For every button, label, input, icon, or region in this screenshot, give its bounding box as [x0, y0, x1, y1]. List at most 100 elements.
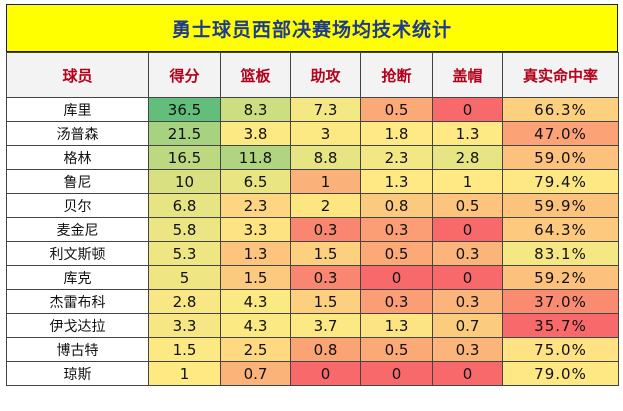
cell-player-name[interactable]: 鲁尼 [6, 169, 149, 194]
cell-blocks[interactable]: 0 [432, 361, 503, 386]
stats-sheet: 勇士球员西部决赛场均技术统计 球员 得分 篮板 助攻 抢断 盖帽 真实命中率 库… [6, 4, 619, 406]
cell-player-name[interactable]: 伊戈达拉 [6, 313, 149, 338]
cell-true-shooting[interactable]: 47.0% [502, 121, 619, 146]
cell-true-shooting[interactable]: 35.7% [502, 313, 619, 338]
cell-blocks[interactable]: 1 [432, 169, 503, 194]
table-row: 贝尔 6.8 2.3 2 0.8 0.5 59.9% [6, 193, 619, 218]
cell-player-name[interactable]: 格林 [6, 145, 149, 170]
cell-steals[interactable]: 0.8 [360, 193, 433, 218]
cell-blocks[interactable]: 0 [432, 265, 503, 290]
cell-rebounds[interactable]: 8.3 [220, 97, 291, 122]
header-player[interactable]: 球员 [6, 52, 149, 98]
cell-points[interactable]: 2.8 [148, 289, 221, 314]
cell-player-name[interactable]: 利文斯顿 [6, 241, 149, 266]
cell-steals[interactable]: 0.3 [360, 217, 433, 242]
cell-true-shooting[interactable]: 59.9% [502, 193, 619, 218]
table-row: 鲁尼 10 6.5 1 1.3 1 79.4% [6, 169, 619, 194]
cell-points[interactable]: 36.5 [148, 97, 221, 122]
cell-assists[interactable]: 0.3 [290, 217, 361, 242]
header-steals[interactable]: 抢断 [360, 52, 433, 98]
sheet-title[interactable]: 勇士球员西部决赛场均技术统计 [6, 4, 618, 52]
cell-player-name[interactable]: 库里 [6, 97, 149, 122]
cell-rebounds[interactable]: 3.3 [220, 217, 291, 242]
cell-rebounds[interactable]: 4.3 [220, 289, 291, 314]
table-body: 库里 36.5 8.3 7.3 0.5 0 66.3% 汤普森 21.5 3.8 3 1.8 1.3 47… [6, 97, 619, 386]
cell-true-shooting[interactable]: 64.3% [502, 217, 619, 242]
cell-blocks[interactable]: 1.3 [432, 121, 503, 146]
table-row: 库里 36.5 8.3 7.3 0.5 0 66.3% [6, 97, 619, 122]
cell-steals[interactable]: 0.5 [360, 97, 433, 122]
cell-rebounds[interactable]: 11.8 [220, 145, 291, 170]
cell-blocks[interactable]: 2.8 [432, 145, 503, 170]
cell-blocks[interactable]: 0.3 [432, 337, 503, 362]
cell-points[interactable]: 5.3 [148, 241, 221, 266]
cell-steals[interactable]: 0 [360, 265, 433, 290]
cell-steals[interactable]: 2.3 [360, 145, 433, 170]
cell-player-name[interactable]: 库克 [6, 265, 149, 290]
cell-steals[interactable]: 1.3 [360, 169, 433, 194]
cell-assists[interactable]: 1.5 [290, 289, 361, 314]
header-points[interactable]: 得分 [148, 52, 221, 98]
cell-steals[interactable]: 1.8 [360, 121, 433, 146]
cell-blocks[interactable]: 0.3 [432, 289, 503, 314]
header-rebounds[interactable]: 篮板 [220, 52, 291, 98]
cell-rebounds[interactable]: 3.8 [220, 121, 291, 146]
cell-rebounds[interactable]: 2.5 [220, 337, 291, 362]
cell-player-name[interactable]: 博古特 [6, 337, 149, 362]
cell-points[interactable]: 1 [148, 361, 221, 386]
cell-blocks[interactable]: 0 [432, 217, 503, 242]
cell-rebounds[interactable]: 6.5 [220, 169, 291, 194]
cell-true-shooting[interactable]: 75.0% [502, 337, 619, 362]
table-row: 汤普森 21.5 3.8 3 1.8 1.3 47.0% [6, 121, 619, 146]
cell-rebounds[interactable]: 0.7 [220, 361, 291, 386]
cell-true-shooting[interactable]: 79.0% [502, 361, 619, 386]
cell-rebounds[interactable]: 1.5 [220, 265, 291, 290]
cell-true-shooting[interactable]: 79.4% [502, 169, 619, 194]
cell-rebounds[interactable]: 2.3 [220, 193, 291, 218]
cell-player-name[interactable]: 麦金尼 [6, 217, 149, 242]
cell-assists[interactable]: 0.8 [290, 337, 361, 362]
cell-true-shooting[interactable]: 59.0% [502, 145, 619, 170]
cell-blocks[interactable]: 0 [432, 97, 503, 122]
header-true-shooting[interactable]: 真实命中率 [502, 52, 619, 98]
cell-assists[interactable]: 3 [290, 121, 361, 146]
cell-blocks[interactable]: 0.3 [432, 241, 503, 266]
cell-true-shooting[interactable]: 37.0% [502, 289, 619, 314]
cell-points[interactable]: 21.5 [148, 121, 221, 146]
cell-points[interactable]: 5 [148, 265, 221, 290]
table-row: 琼斯 1 0.7 0 0 0 79.0% [6, 361, 619, 386]
cell-true-shooting[interactable]: 66.3% [502, 97, 619, 122]
cell-steals[interactable]: 0.5 [360, 337, 433, 362]
cell-points[interactable]: 1.5 [148, 337, 221, 362]
cell-steals[interactable]: 0 [360, 361, 433, 386]
cell-points[interactable]: 6.8 [148, 193, 221, 218]
cell-assists[interactable]: 8.8 [290, 145, 361, 170]
header-assists[interactable]: 助攻 [290, 52, 361, 98]
cell-blocks[interactable]: 0.7 [432, 313, 503, 338]
header-blocks[interactable]: 盖帽 [432, 52, 503, 98]
cell-assists[interactable]: 7.3 [290, 97, 361, 122]
cell-points[interactable]: 5.8 [148, 217, 221, 242]
cell-player-name[interactable]: 贝尔 [6, 193, 149, 218]
cell-steals[interactable]: 0.3 [360, 289, 433, 314]
cell-true-shooting[interactable]: 59.2% [502, 265, 619, 290]
cell-assists[interactable]: 1 [290, 169, 361, 194]
cell-true-shooting[interactable]: 83.1% [502, 241, 619, 266]
cell-player-name[interactable]: 杰雷布科 [6, 289, 149, 314]
cell-steals[interactable]: 1.3 [360, 313, 433, 338]
cell-player-name[interactable]: 汤普森 [6, 121, 149, 146]
cell-assists[interactable]: 1.5 [290, 241, 361, 266]
cell-rebounds[interactable]: 1.3 [220, 241, 291, 266]
cell-assists[interactable]: 0 [290, 361, 361, 386]
cell-assists[interactable]: 2 [290, 193, 361, 218]
cell-points[interactable]: 10 [148, 169, 221, 194]
cell-steals[interactable]: 0.5 [360, 241, 433, 266]
cell-assists[interactable]: 0.3 [290, 265, 361, 290]
cell-player-name[interactable]: 琼斯 [6, 361, 149, 386]
table-row: 麦金尼 5.8 3.3 0.3 0.3 0 64.3% [6, 217, 619, 242]
cell-points[interactable]: 3.3 [148, 313, 221, 338]
cell-blocks[interactable]: 0.5 [432, 193, 503, 218]
cell-rebounds[interactable]: 4.3 [220, 313, 291, 338]
cell-points[interactable]: 16.5 [148, 145, 221, 170]
cell-assists[interactable]: 3.7 [290, 313, 361, 338]
